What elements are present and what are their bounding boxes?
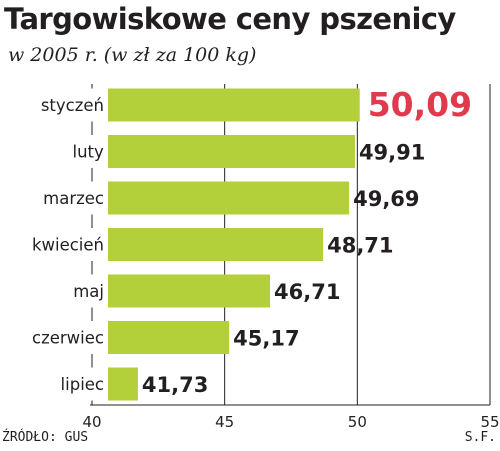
category-label: marzec [43, 189, 104, 208]
category-label: luty [72, 143, 104, 162]
label-layer: styczeń 50,09 luty 49,91 marzec 49,69 kwiecień… [28, 85, 472, 401]
category-label-background [37, 88, 108, 122]
x-tick-label: 55 [480, 413, 499, 431]
value-label: 41,73 [142, 373, 208, 397]
source-note: ŹRÓDŁO: GUS [2, 430, 89, 445]
author-credit: S.F. [464, 430, 496, 445]
category-label: czerwiec [32, 329, 104, 348]
category-label-background [70, 274, 108, 308]
category-label-background [28, 228, 108, 261]
category-label-background [29, 321, 108, 354]
bar [92, 88, 360, 122]
category-label: maj [73, 282, 104, 301]
category-label: lipiec [61, 375, 104, 394]
bar [92, 135, 355, 168]
x-tick-label: 45 [215, 413, 234, 431]
x-tick-label: 40 [82, 413, 101, 431]
chart-subtitle: w 2005 r. (w zł za 100 kg) [8, 44, 257, 66]
bar [92, 274, 271, 308]
value-label: 49,69 [353, 187, 419, 211]
value-label: 48,71 [327, 234, 393, 258]
x-axis: 40 45 50 55 [82, 404, 500, 431]
value-label: 50,09 [368, 85, 472, 124]
value-label: 45,17 [233, 327, 299, 351]
bar [92, 228, 324, 261]
bar [92, 321, 230, 354]
bar-layer [92, 88, 360, 401]
value-label: 46,71 [274, 280, 340, 304]
bar [92, 181, 350, 215]
category-label-background [69, 135, 108, 168]
chart-title: Targowiskowe ceny pszenicy [4, 2, 456, 36]
category-label-background [57, 367, 108, 401]
category-label: styczeń [41, 96, 104, 115]
value-label: 49,91 [359, 141, 425, 165]
category-label: kwiecień [32, 236, 104, 255]
category-label-background [40, 181, 108, 215]
x-tick-label: 50 [348, 413, 367, 431]
